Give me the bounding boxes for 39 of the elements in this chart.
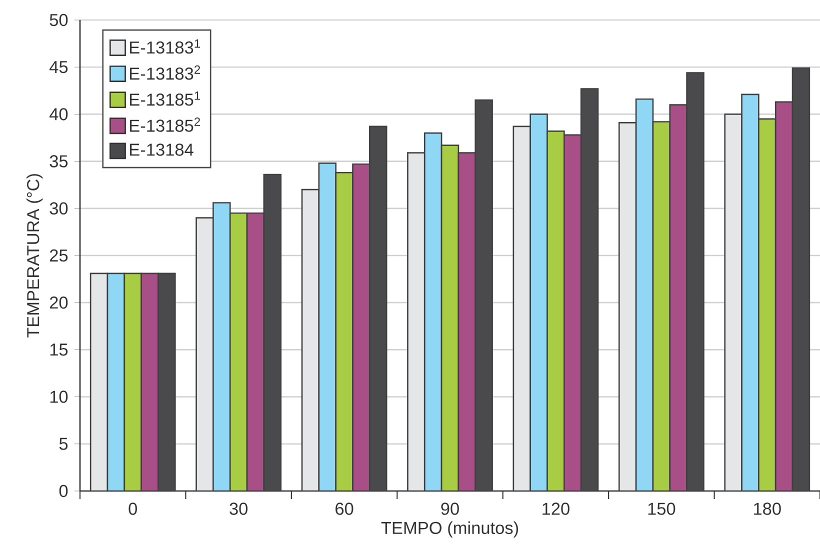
bar [246, 212, 265, 491]
bar [335, 172, 354, 491]
y-tick-label: 40 [49, 108, 68, 120]
x-tick-label: 180 [754, 502, 781, 515]
bar [440, 144, 460, 491]
y-tick-label: 0 [59, 484, 68, 498]
x-tick-label: 60 [336, 502, 354, 515]
bar [352, 163, 370, 491]
x-tick-label: 90 [441, 502, 459, 515]
y-tick-label: 30 [50, 202, 68, 215]
legend-label: E-13183$^{1}$ [130, 39, 200, 54]
bar [758, 118, 776, 491]
legend-label: E-13185$^{2}$ [130, 117, 200, 132]
x-axis-title: TEMPO (minutos) [381, 521, 518, 538]
y-tick-label: 50 [50, 14, 68, 26]
legend-label: E-13185$^{1}$ [130, 91, 200, 106]
bar [564, 134, 582, 491]
bar [774, 101, 794, 491]
x-tick-label: 150 [648, 502, 676, 515]
x-tick-label: 0 [128, 502, 137, 515]
y-tick-label: 5 [59, 438, 68, 450]
y-axis-title: TEMPERATURA (°C) [26, 174, 43, 338]
y-tick-label: 25 [50, 249, 68, 262]
y-tick-label: 45 [49, 61, 68, 74]
bar [229, 212, 248, 491]
bar [546, 130, 565, 491]
x-tick-label: 30 [230, 502, 248, 515]
y-tick-label: 15 [50, 344, 68, 356]
y-tick-label: 35 [50, 155, 68, 168]
bar [140, 272, 159, 491]
bar [652, 121, 671, 491]
legend-label: E-13184 [130, 144, 194, 156]
y-tick-label: 20 [50, 296, 68, 309]
bar [669, 104, 688, 491]
x-tick-label: 120 [542, 502, 570, 515]
bar [458, 152, 476, 491]
bar [124, 272, 142, 491]
y-tick-label: 10 [50, 390, 68, 403]
legend-label: E-13183$^{2}$ [130, 65, 200, 80]
